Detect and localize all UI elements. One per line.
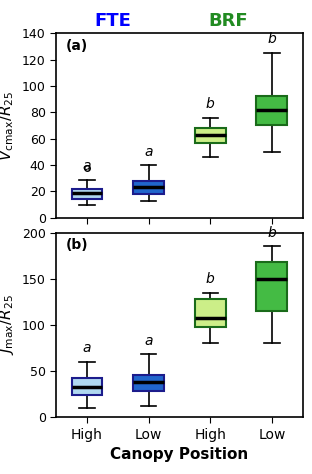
Bar (133, 181, 164, 194)
Text: (a): (a) (66, 39, 88, 53)
X-axis label: Canopy Position: Canopy Position (110, 447, 249, 462)
Text: BRF: BRF (208, 12, 248, 30)
Bar (195, 128, 226, 143)
Bar (256, 97, 287, 126)
Bar (71, 378, 102, 395)
Text: FTE: FTE (94, 12, 131, 30)
Text: a: a (83, 341, 91, 356)
Bar (256, 262, 287, 311)
Text: a: a (83, 159, 91, 173)
Y-axis label: $J_{\mathrm{max}}$/$R_{25}$: $J_{\mathrm{max}}$/$R_{25}$ (0, 294, 16, 356)
Bar (71, 189, 102, 199)
Bar (195, 299, 226, 327)
Text: b: b (206, 97, 215, 111)
Text: b: b (206, 272, 215, 286)
Text: b: b (267, 226, 276, 240)
Bar (133, 374, 164, 391)
Text: a: a (144, 334, 153, 348)
Text: (b): (b) (66, 238, 89, 252)
Y-axis label: $V_{\mathrm{cmax}}$/$R_{25}$: $V_{\mathrm{cmax}}$/$R_{25}$ (0, 91, 16, 161)
Text: a: a (144, 145, 153, 159)
Text: b: b (267, 33, 276, 46)
